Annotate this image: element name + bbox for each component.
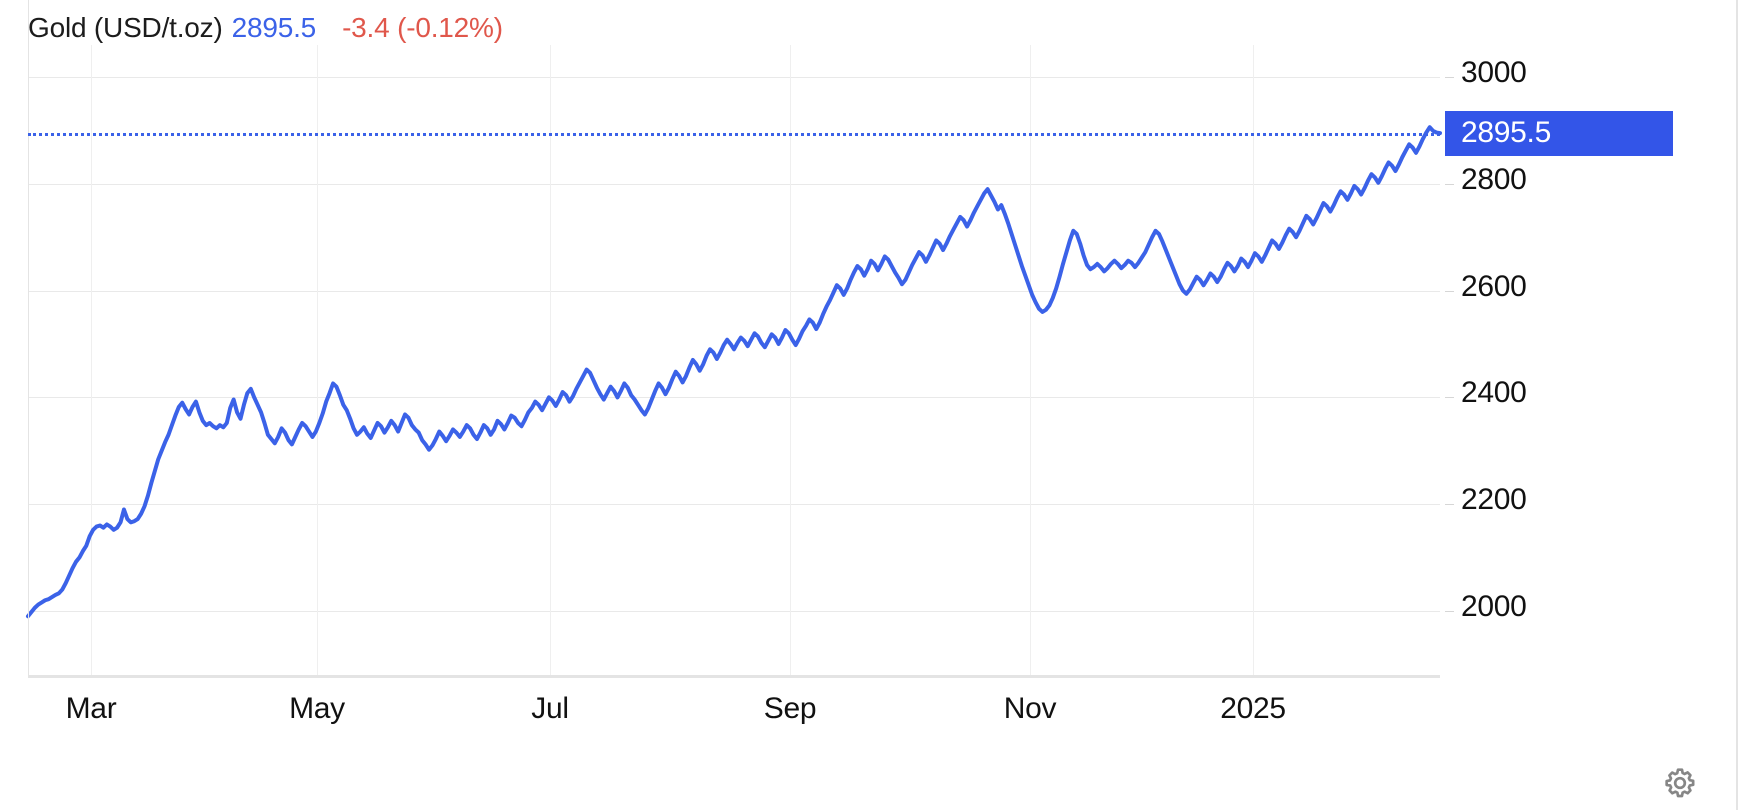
gridline-x-Nov: [1030, 45, 1031, 675]
x-axis-label-2025: 2025: [1220, 692, 1286, 725]
y-axis-label: 3000: [1461, 56, 1527, 90]
time-axis[interactable]: Mar May Jul Sep Nov 2025: [0, 678, 1440, 810]
price-change-value: -3.4 (-0.12%): [342, 12, 503, 43]
symbol-label: Gold (USD/t.oz): [28, 12, 223, 43]
y-axis-label: 2400: [1461, 376, 1527, 410]
settings-button[interactable]: [1657, 760, 1703, 806]
gridline-2600: [28, 290, 1440, 292]
gridline-x-May: [317, 45, 318, 675]
gear-icon: [1665, 768, 1695, 798]
price-line: [26, 125, 1442, 619]
gridline-2000: [28, 610, 1440, 612]
last-price-badge[interactable]: 2895.5: [1445, 110, 1673, 156]
widget-right-border: [1736, 0, 1738, 810]
price-axis[interactable]: 2000 2200 2400 2600 2800 3000 2895.5: [1445, 0, 1738, 762]
x-axis-label-jul: Jul: [531, 692, 569, 725]
gridline-2800: [28, 183, 1440, 185]
y-axis-label: 2600: [1461, 269, 1527, 303]
gridline-x-Sep: [790, 45, 791, 675]
last-price-badge-label: 2895.5: [1461, 116, 1551, 150]
gridline-2400: [28, 397, 1440, 399]
x-axis-label-nov: Nov: [1003, 692, 1057, 725]
price-series: [26, 125, 1442, 619]
plot-left-border: [28, 0, 29, 675]
y-axis-label: 2200: [1461, 483, 1527, 517]
last-price-reference-line: [28, 132, 1440, 136]
y-tick-mark: [1445, 183, 1454, 185]
y-tick-mark: [1445, 610, 1454, 612]
x-axis-label-may: May: [289, 692, 345, 725]
gridline-2200: [28, 504, 1440, 506]
last-price-value: 2895.5: [231, 12, 317, 43]
plot-area[interactable]: [26, 45, 1442, 675]
gridline-3000: [28, 77, 1440, 79]
axis-baseline: [28, 675, 1440, 678]
y-axis-label: 2000: [1461, 589, 1527, 623]
gridline-x-Mar: [91, 45, 92, 675]
y-tick-mark: [1445, 77, 1454, 79]
y-tick-mark: [1445, 397, 1454, 399]
y-tick-mark: [1445, 504, 1454, 506]
x-axis-label-sep: Sep: [763, 692, 817, 725]
y-tick-mark: [1445, 290, 1454, 292]
gridline-x-2025: [1253, 45, 1254, 675]
x-axis-label-mar: Mar: [65, 692, 117, 725]
y-axis-label: 2800: [1461, 162, 1527, 196]
chart-header: Gold (USD/t.oz) 2895.5 -3.4 (-0.12%): [28, 8, 503, 48]
gridline-x-Jul: [550, 45, 551, 675]
